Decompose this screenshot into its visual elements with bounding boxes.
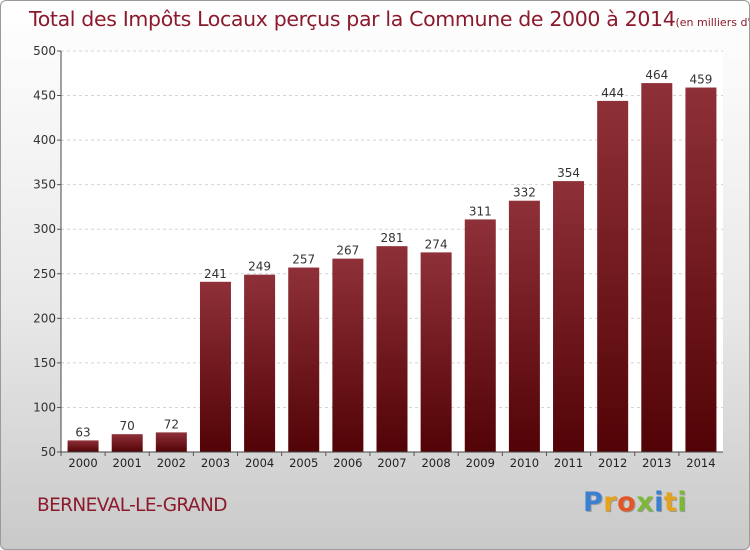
value-label: 72 <box>164 417 179 431</box>
bar <box>553 181 585 452</box>
bar <box>420 252 452 452</box>
logo-letter: i <box>677 487 688 518</box>
value-label: 444 <box>601 86 624 100</box>
y-tick-label: 150 <box>33 356 56 370</box>
x-tick-label: 2007 <box>377 456 406 470</box>
bar <box>376 246 408 452</box>
bar <box>199 281 231 452</box>
bars <box>67 83 717 452</box>
x-tick-label: 2014 <box>686 456 715 470</box>
x-tick-label: 2003 <box>201 456 230 470</box>
y-tick-label: 200 <box>33 311 56 325</box>
x-tick-labels: 2000 2001 2002 2003 2004 2005 2006 2007 2008 2009… <box>60 452 716 470</box>
logo-letter: o <box>617 487 637 518</box>
bar <box>641 83 673 452</box>
commune-name: BERNEVAL-LE-GRAND <box>37 495 227 516</box>
x-tick-label: 2012 <box>598 456 627 470</box>
x-tick-label: 2000 <box>68 456 97 470</box>
x-tick-label: 2013 <box>642 456 671 470</box>
y-tick-labels: 50 100 150 200 250 300 350 400 450 500 <box>33 44 56 459</box>
logo-letter: x <box>636 487 655 518</box>
bar <box>597 100 629 452</box>
value-label: 257 <box>292 253 315 267</box>
x-tick-label: 2001 <box>113 456 142 470</box>
x-tick-label: 2004 <box>245 456 274 470</box>
x-tick-label: 2011 <box>554 456 583 470</box>
x-tick-label: 2006 <box>333 456 362 470</box>
value-label: 63 <box>75 425 90 439</box>
value-label: 354 <box>557 166 580 180</box>
x-tick-label: 2005 <box>289 456 318 470</box>
bar <box>464 219 496 452</box>
bar <box>155 432 187 452</box>
y-tick-label: 50 <box>41 445 56 459</box>
bar <box>111 434 143 452</box>
value-label: 267 <box>336 244 359 258</box>
value-label: 332 <box>513 186 536 200</box>
x-tick-label: 2002 <box>157 456 186 470</box>
logo-letter: i <box>654 487 664 518</box>
value-label: 70 <box>120 419 135 433</box>
x-tick-label: 2010 <box>510 456 539 470</box>
value-label: 311 <box>469 204 492 218</box>
value-labels: 63 70 72 241 249 257 267 281 274 311 332 354 444 464 4… <box>75 68 712 439</box>
chart-unit: (en milliers d'€) <box>675 16 750 29</box>
logo-letter: r <box>603 487 618 518</box>
y-tick-label: 300 <box>33 222 56 236</box>
bar <box>685 87 717 452</box>
y-tick-label: 500 <box>33 44 56 58</box>
bar <box>244 274 276 452</box>
logo-letter: t <box>663 487 678 518</box>
y-tick-label: 250 <box>33 267 56 281</box>
chart-title: Total des Impôts Locaux perçus par la Co… <box>29 7 676 31</box>
bar <box>288 267 320 452</box>
x-tick-label: 2008 <box>421 456 450 470</box>
y-tick-label: 400 <box>33 133 56 147</box>
y-tick-label: 450 <box>33 89 56 103</box>
bar <box>508 200 540 452</box>
axes <box>60 51 723 453</box>
proxiti-logo: Proxiti <box>583 487 687 518</box>
bar <box>332 258 364 452</box>
value-label: 249 <box>248 260 271 274</box>
chart-title-block: Total des Impôts Locaux perçus par la Co… <box>29 7 750 31</box>
logo-letter: P <box>583 487 604 518</box>
value-label: 241 <box>204 267 227 281</box>
y-tick-label: 350 <box>33 178 56 192</box>
value-label: 459 <box>689 73 712 87</box>
value-label: 464 <box>645 68 668 82</box>
x-tick-label: 2009 <box>466 456 495 470</box>
bar <box>67 440 99 452</box>
y-tick-label: 100 <box>33 400 56 414</box>
value-label: 281 <box>381 231 404 245</box>
value-label: 274 <box>425 237 448 251</box>
